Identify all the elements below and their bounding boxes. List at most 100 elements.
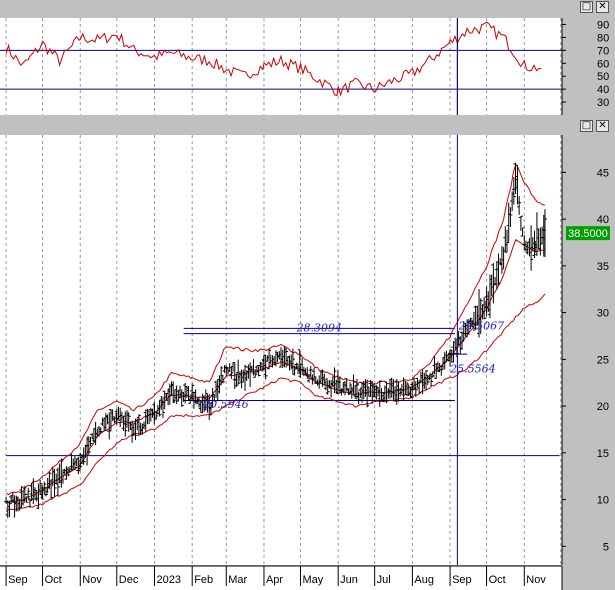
price-bar <box>24 496 29 503</box>
rsi-y-tick-label: 30 <box>597 97 609 109</box>
price-bar <box>208 401 213 416</box>
price-y-axis: 5 10 15 20 25 30 35 40 45 <box>561 135 609 565</box>
price-bar <box>297 349 302 375</box>
rsi-close-button[interactable]: ✕ <box>596 1 609 13</box>
last-price-marker: 38.5000 <box>566 226 610 241</box>
price-annotation-label: 20.5946 <box>202 398 249 411</box>
rsi-y-tick-label: 70 <box>597 45 609 57</box>
price-bar <box>157 400 162 417</box>
price-bar <box>126 412 131 432</box>
price-bar <box>346 388 351 395</box>
price-bar <box>190 383 195 401</box>
price-bar <box>154 410 159 420</box>
price-bar <box>517 196 522 215</box>
x-axis-tick-label: Oct <box>45 574 62 586</box>
price-bar <box>503 226 508 253</box>
price-bar <box>98 427 103 434</box>
price-bar <box>520 227 525 237</box>
price-y-tick-label: 30 <box>597 308 609 320</box>
price-y-tick-label: 35 <box>597 261 609 273</box>
rsi-y-tick-label: 80 <box>597 32 609 44</box>
x-axis-tick-label: Aug <box>414 574 434 586</box>
price-bar <box>417 379 422 394</box>
x-axis-tick-label: Feb <box>194 574 213 586</box>
price-bar <box>424 370 429 391</box>
price-bar <box>325 380 330 395</box>
price-bar <box>59 458 64 488</box>
price-bar <box>425 374 430 385</box>
x-axis-tick-label: Nov <box>82 574 102 586</box>
price-bar <box>42 481 47 495</box>
price-bar <box>66 466 71 477</box>
price-bar <box>231 362 236 372</box>
price-bar <box>136 414 141 437</box>
price-bar <box>365 379 370 408</box>
price-bar <box>468 317 473 330</box>
price-bar <box>236 359 241 385</box>
price-bar <box>47 472 52 489</box>
price-bar <box>508 207 513 228</box>
x-axis-tick-label: Mar <box>228 574 247 586</box>
price-bar <box>107 412 112 440</box>
price-bar <box>49 480 54 500</box>
price-bar <box>239 369 244 389</box>
price-y-tick-label: 5 <box>603 541 609 553</box>
price-bar <box>284 347 289 368</box>
price-bar <box>38 479 43 495</box>
price-bar <box>505 229 510 252</box>
price-bar <box>482 297 487 320</box>
price-bar <box>253 369 258 378</box>
price-bar <box>220 374 225 384</box>
rsi-plot-area[interactable] <box>0 18 562 115</box>
price-bar <box>518 215 523 231</box>
price-bar <box>356 391 361 405</box>
rsi-restore-button[interactable]: □ <box>580 1 593 13</box>
price-y-tick-label: 45 <box>597 167 609 179</box>
x-axis-tick-label: Apr <box>266 574 283 586</box>
rsi-line <box>5 21 542 97</box>
price-bar <box>351 374 356 395</box>
price-annotation-label: 29.5067 <box>458 319 505 332</box>
price-bar <box>491 263 496 304</box>
price-bar <box>306 373 311 383</box>
price-bar <box>405 381 410 396</box>
x-axis-tick-label: Jul <box>377 574 391 586</box>
price-horizontal-levels <box>6 327 560 457</box>
x-axis-tick-label: Sep <box>8 574 28 586</box>
price-y-tick-label: 15 <box>597 448 609 460</box>
price-bar <box>212 394 217 402</box>
x-axis-tick-label: Jun <box>340 574 358 586</box>
price-bar <box>256 366 261 377</box>
upper-band-line <box>5 162 546 496</box>
price-bar <box>348 382 353 395</box>
pane-separator <box>0 115 615 135</box>
last-price-box <box>566 226 610 241</box>
price-bar <box>430 371 435 378</box>
rsi-y-tick-label: 50 <box>597 71 609 83</box>
price-bar <box>308 366 313 377</box>
price-bar <box>133 418 138 441</box>
rsi-y-tick-label: 40 <box>597 84 609 96</box>
price-restore-button[interactable]: □ <box>580 120 593 132</box>
price-bar <box>203 389 208 411</box>
top-bar <box>0 0 615 18</box>
price-close-button[interactable]: ✕ <box>596 120 609 132</box>
price-bar <box>33 487 38 501</box>
price-bar <box>171 381 176 404</box>
price-y-tick-label: 25 <box>597 354 609 366</box>
price-y-tick-label: 20 <box>597 401 609 413</box>
price-bars <box>4 162 547 519</box>
price-annotations: 28.3094 29.5067 25.5564 20.5946 <box>202 319 504 411</box>
rsi-gridlines <box>5 18 562 115</box>
price-bar <box>267 348 272 370</box>
price-bar <box>27 497 32 508</box>
price-bar <box>88 436 93 447</box>
x-axis-tick-label: Dec <box>119 574 139 586</box>
price-bar <box>401 377 406 402</box>
price-bar <box>478 298 483 335</box>
price-bar <box>210 388 215 407</box>
lower-band-line <box>5 293 546 512</box>
price-bar <box>55 467 60 497</box>
